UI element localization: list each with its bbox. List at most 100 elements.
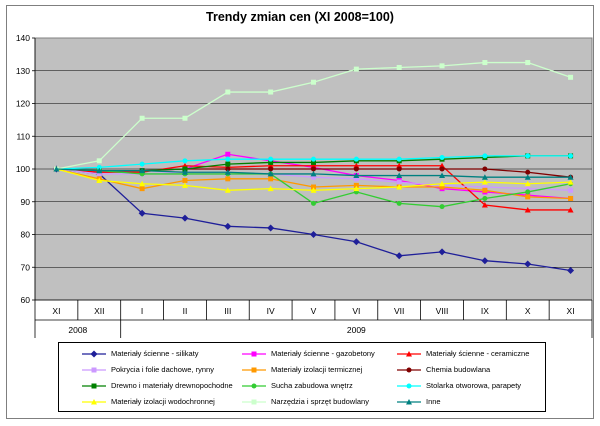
y-tick-label: 100 xyxy=(16,164,30,174)
data-point xyxy=(396,172,403,179)
legend-swatch xyxy=(397,351,421,357)
legend-swatch xyxy=(82,399,106,405)
legend-marker xyxy=(251,367,257,373)
data-point xyxy=(353,185,360,192)
data-point xyxy=(181,182,188,188)
y-tick-label: 70 xyxy=(21,262,31,272)
legend-swatch xyxy=(242,367,266,373)
data-point xyxy=(481,179,488,185)
data-point xyxy=(139,115,145,121)
data-point xyxy=(396,166,402,172)
x-tick-label: VIII xyxy=(436,306,449,316)
data-point xyxy=(568,195,574,201)
data-point xyxy=(439,162,446,169)
data-point xyxy=(310,187,317,193)
legend-marker xyxy=(251,351,257,357)
data-point xyxy=(482,184,488,190)
x-tick-label: XI xyxy=(567,306,575,316)
y-tick-label: 60 xyxy=(21,295,31,305)
legend-marker xyxy=(91,399,97,405)
data-point xyxy=(224,222,232,230)
data-point xyxy=(53,166,60,172)
legend-marker xyxy=(406,367,412,373)
year-label: 2008 xyxy=(68,325,87,335)
data-point xyxy=(567,267,575,275)
data-point xyxy=(268,166,274,172)
x-tick-label: VI xyxy=(352,306,360,316)
data-point xyxy=(96,171,102,177)
x-tick-label: IV xyxy=(267,306,275,316)
data-point xyxy=(311,79,316,85)
data-point xyxy=(225,89,231,95)
series-9 xyxy=(53,153,574,172)
chart-title: Trendy zmian cen (XI 2008=100) xyxy=(206,10,394,24)
data-point xyxy=(225,166,231,172)
data-point xyxy=(482,60,488,66)
legend-marker xyxy=(91,383,97,389)
data-point xyxy=(267,185,274,192)
y-tick-label: 90 xyxy=(21,197,31,207)
data-point xyxy=(353,166,359,172)
data-point xyxy=(96,167,103,174)
data-point xyxy=(395,252,403,260)
data-point xyxy=(96,177,103,183)
legend-marker xyxy=(91,367,97,373)
legend-swatch xyxy=(82,350,106,358)
x-tick-label: III xyxy=(224,306,231,316)
data-point xyxy=(96,164,102,170)
data-point xyxy=(353,182,359,188)
data-point xyxy=(268,156,274,162)
data-point xyxy=(353,156,359,162)
data-point xyxy=(482,166,488,172)
data-point xyxy=(396,156,402,162)
data-point xyxy=(182,115,188,121)
data-point xyxy=(524,180,531,187)
data-point xyxy=(267,170,274,177)
data-point xyxy=(396,64,402,70)
legend-marker xyxy=(406,351,412,357)
data-point xyxy=(396,179,402,185)
y-tick-label: 120 xyxy=(16,99,30,109)
series-12 xyxy=(53,166,574,180)
data-point xyxy=(225,176,231,182)
data-point xyxy=(224,169,231,175)
x-tick-label: V xyxy=(311,306,317,316)
data-point xyxy=(182,166,188,172)
x-tick-label: VII xyxy=(394,306,404,316)
data-point xyxy=(525,153,531,159)
data-point xyxy=(438,248,446,256)
legend-label: Sucha zabudowa wnętrz xyxy=(271,381,353,390)
data-point xyxy=(525,186,531,192)
data-point xyxy=(353,162,360,169)
data-point xyxy=(396,184,403,190)
data-point xyxy=(568,153,574,159)
y-tick-label: 140 xyxy=(16,33,30,43)
data-point xyxy=(439,180,446,187)
x-tick-label: XI xyxy=(52,306,60,316)
data-point xyxy=(524,260,532,268)
data-point xyxy=(311,166,316,172)
legend-label: Narzędzia i sprzęt budowlany xyxy=(271,397,369,406)
legend-label: Pokrycia i folie dachowe, rynny xyxy=(111,365,214,374)
legend-swatch xyxy=(82,367,106,373)
legend-swatch xyxy=(397,383,421,389)
legend-label: Chemia budowlana xyxy=(426,365,491,374)
data-point xyxy=(311,184,316,190)
data-point xyxy=(268,89,274,95)
data-point xyxy=(482,153,488,159)
legend-label: Stolarka otworowa, parapety xyxy=(426,381,522,390)
data-point xyxy=(310,231,317,238)
data-point xyxy=(182,158,188,164)
legend-label: Materiały izolacji wodochronnej xyxy=(111,397,215,406)
data-point xyxy=(225,161,231,167)
data-point xyxy=(525,60,531,66)
data-point xyxy=(139,180,146,187)
x-tick-label: I xyxy=(141,306,143,316)
data-point xyxy=(525,189,531,195)
y-tick-label: 110 xyxy=(16,131,30,141)
legend-swatch xyxy=(242,383,266,389)
data-point xyxy=(181,214,189,222)
data-point xyxy=(567,206,574,213)
data-point xyxy=(396,162,403,169)
legend-swatch xyxy=(397,367,421,373)
